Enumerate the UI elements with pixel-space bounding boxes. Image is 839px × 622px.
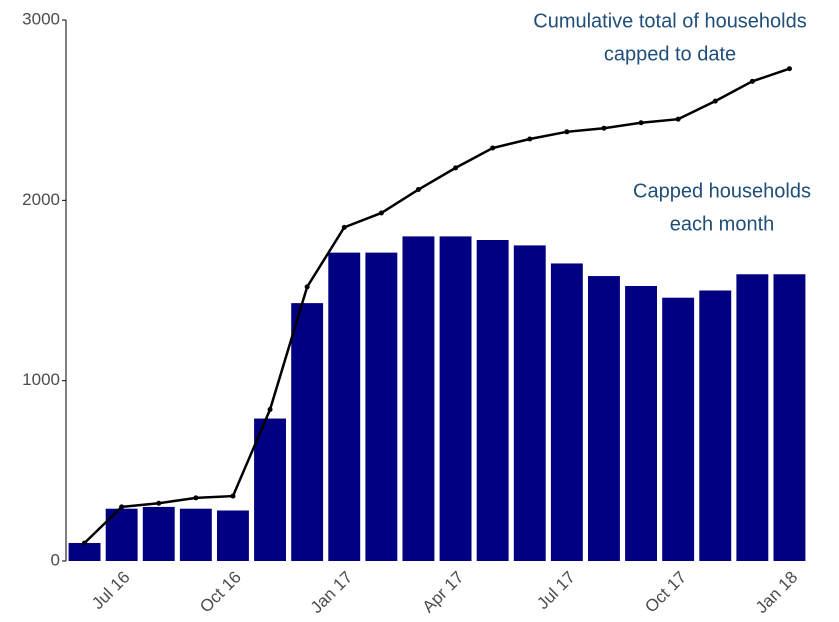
line-point (675, 116, 681, 122)
bar (328, 252, 361, 561)
bar (439, 236, 472, 561)
line-point (267, 407, 273, 413)
line-point (601, 125, 607, 131)
x-tick-label: Jul 17 (533, 568, 579, 614)
line-point (712, 98, 718, 104)
bar (625, 285, 658, 561)
x-tick-label: Oct 16 (196, 568, 245, 617)
bar (365, 252, 398, 561)
line-point (304, 284, 310, 290)
annotation: each month (670, 213, 775, 235)
line-point (638, 120, 644, 126)
line-point (341, 224, 347, 230)
bar (216, 510, 249, 561)
line-point (230, 493, 236, 499)
x-tick-label: Oct 17 (641, 568, 690, 617)
x-tick-label: Apr 17 (419, 568, 468, 617)
bar (587, 276, 620, 561)
line-point (786, 66, 792, 72)
line-point (119, 504, 125, 510)
bar (291, 303, 324, 561)
bar (662, 297, 695, 561)
line-point (82, 540, 88, 546)
y-tick-label: 1000 (22, 370, 60, 389)
y-tick-label: 3000 (22, 9, 60, 28)
x-tick-label: Jan 18 (752, 568, 802, 618)
y-tick-label: 2000 (22, 190, 60, 209)
x-tick-label: Jan 17 (307, 568, 357, 618)
bar (736, 274, 769, 561)
bar (513, 245, 546, 561)
line-point (564, 129, 570, 135)
x-tick-label: Jul 16 (88, 568, 134, 614)
line-point (378, 210, 384, 216)
bar (550, 263, 583, 561)
line (83, 67, 790, 544)
line-point (156, 500, 162, 506)
line-point (490, 145, 496, 151)
annotation: Capped households (633, 180, 811, 202)
y-tick-label: 0 (51, 550, 60, 569)
bar (402, 236, 435, 561)
bar (254, 418, 287, 561)
bar (179, 508, 212, 561)
line-point (453, 165, 459, 171)
line-point (415, 187, 421, 193)
bar (773, 274, 806, 561)
line-point (193, 495, 199, 501)
bar (476, 240, 509, 562)
bar (699, 290, 732, 561)
line-point (527, 136, 533, 142)
bar (68, 542, 101, 561)
annotation: Cumulative total of households (533, 10, 807, 32)
bar (142, 506, 175, 561)
annotation: capped to date (604, 43, 736, 65)
line-point (749, 78, 755, 84)
